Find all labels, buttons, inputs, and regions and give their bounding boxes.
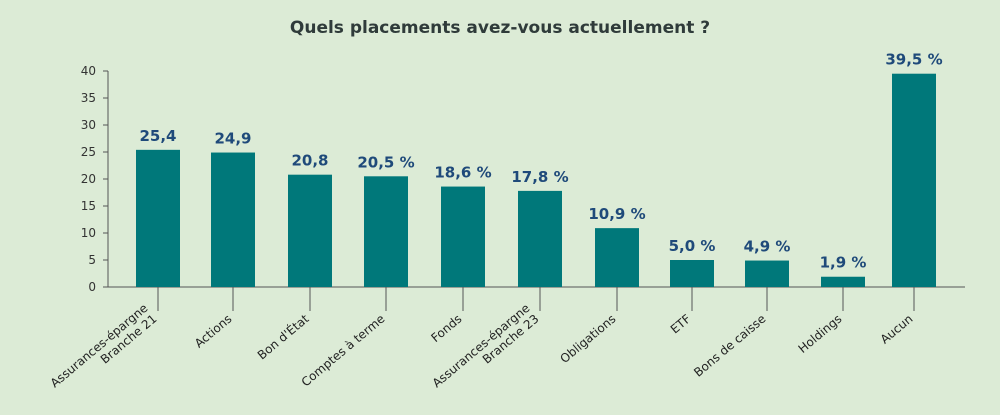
data-label: 18,6 %	[434, 164, 491, 182]
bar	[892, 73, 936, 287]
data-label: 17,8 %	[511, 168, 568, 186]
data-label: 20,8	[291, 152, 328, 170]
data-label: 24,9	[214, 130, 251, 148]
x-tick-label: Assurances-épargneBranche 21	[48, 301, 160, 401]
y-tick-label: 10	[81, 226, 96, 240]
x-tick-label: Comptes à terme	[299, 312, 388, 390]
bar	[595, 228, 639, 287]
data-label: 1,9 %	[820, 254, 867, 272]
data-labels: 25,4 24,9 20,8 20,5 % 18,6 % 17,8 % 10,9 % 5,0 …	[139, 51, 942, 272]
y-axis: 0 5 10 15 20 25 30 35 40	[81, 64, 109, 294]
x-tick-label: Actions	[192, 312, 235, 351]
bar	[364, 176, 408, 287]
bar	[670, 260, 714, 287]
data-label: 25,4	[139, 127, 176, 145]
y-tick-label: 15	[81, 199, 96, 213]
x-tick-label: ETF	[668, 312, 694, 337]
y-tick-label: 35	[81, 91, 96, 105]
y-tick-label: 0	[88, 280, 96, 294]
data-label: 10,9 %	[588, 205, 645, 223]
bar	[288, 174, 332, 287]
bar	[136, 149, 180, 287]
data-label: 39,5 %	[885, 51, 942, 69]
x-tick-label: Assurances-épargneBranche 23	[430, 301, 542, 401]
x-tick-label: Aucun	[878, 312, 916, 347]
x-axis	[108, 286, 965, 311]
data-label: 5,0 %	[669, 237, 716, 255]
data-label: 20,5 %	[357, 153, 414, 171]
x-tick-label: Fonds	[428, 312, 464, 345]
bars	[136, 73, 936, 287]
bar	[745, 260, 789, 287]
y-tick-label: 30	[81, 118, 96, 132]
data-label: 4,9 %	[744, 238, 791, 256]
bar	[518, 190, 562, 287]
chart-title: Quels placements avez-vous actuellement …	[290, 18, 710, 38]
bar	[441, 186, 485, 287]
bar	[211, 152, 255, 287]
y-tick-label: 20	[81, 172, 96, 186]
x-tick-label: Bon d'État	[254, 311, 312, 363]
x-tick-labels: Assurances-épargneBranche 21 Actions Bon d…	[48, 301, 916, 401]
y-tick-label: 5	[88, 253, 96, 267]
x-tick-label: Bons de caisse	[691, 312, 768, 380]
x-tick-label: Obligations	[557, 312, 618, 366]
x-tick-label: Holdings	[796, 312, 845, 356]
y-tick-label: 25	[81, 145, 96, 159]
bar	[821, 276, 865, 287]
y-tick-label: 40	[81, 64, 96, 78]
